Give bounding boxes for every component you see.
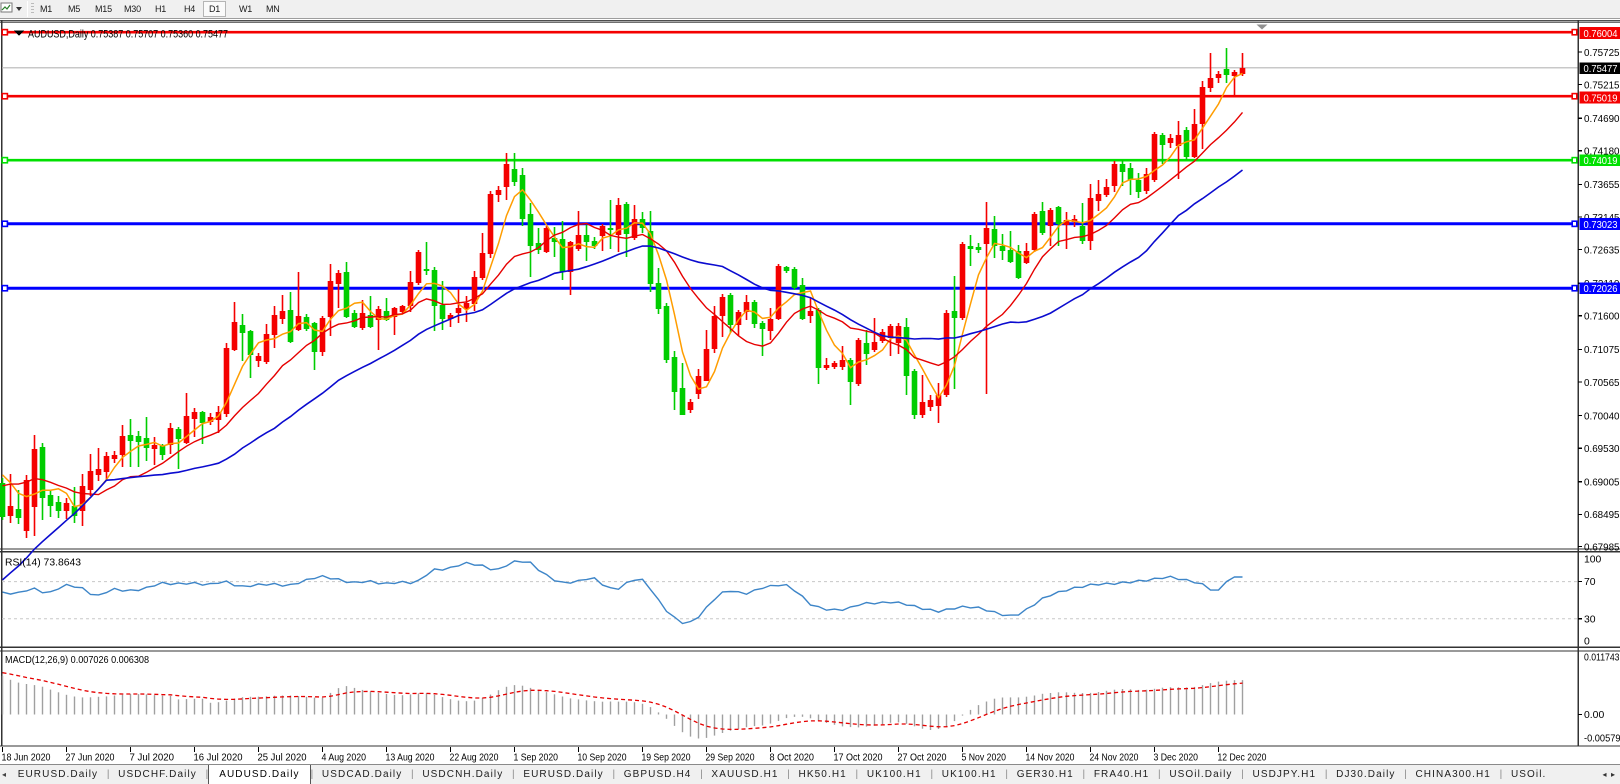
svg-text:27 Oct 2020: 27 Oct 2020	[898, 753, 947, 764]
svg-text:0.00: 0.00	[1584, 710, 1604, 721]
svg-text:0.70565: 0.70565	[1584, 378, 1620, 389]
svg-text:0.71600: 0.71600	[1584, 312, 1620, 323]
svg-text:18 Jun 2020: 18 Jun 2020	[2, 753, 51, 764]
svg-text:RSI(14) 73.8643: RSI(14) 73.8643	[5, 558, 81, 569]
svg-text:17 Oct 2020: 17 Oct 2020	[834, 753, 883, 764]
svg-text:0.74019: 0.74019	[1584, 156, 1618, 167]
svg-text:0.69005: 0.69005	[1584, 478, 1620, 489]
svg-text:1 Sep 2020: 1 Sep 2020	[514, 753, 559, 764]
svg-text:13 Aug 2020: 13 Aug 2020	[386, 753, 435, 764]
svg-text:0.73655: 0.73655	[1584, 180, 1620, 191]
svg-text:0.74690: 0.74690	[1584, 114, 1620, 125]
svg-text:0.75019: 0.75019	[1584, 93, 1618, 104]
svg-text:0.68495: 0.68495	[1584, 510, 1620, 521]
svg-text:0.011743: 0.011743	[1584, 653, 1620, 664]
svg-text:5 Nov 2020: 5 Nov 2020	[962, 753, 1007, 764]
svg-text:19 Sep 2020: 19 Sep 2020	[642, 753, 691, 764]
svg-text:MACD(12,26,9) 0.007026 0.00630: MACD(12,26,9) 0.007026 0.006308	[5, 655, 149, 666]
svg-text:0.71075: 0.71075	[1584, 345, 1620, 356]
svg-text:100: 100	[1584, 555, 1602, 566]
svg-text:0.75215: 0.75215	[1584, 80, 1620, 91]
svg-text:0.67985: 0.67985	[1584, 542, 1620, 553]
svg-text:70: 70	[1584, 577, 1596, 588]
svg-text:0.74180: 0.74180	[1584, 147, 1620, 158]
svg-text:30: 30	[1584, 614, 1596, 625]
svg-text:0.76004: 0.76004	[1584, 29, 1618, 40]
svg-text:24 Nov 2020: 24 Nov 2020	[1090, 753, 1139, 764]
svg-text:14 Nov 2020: 14 Nov 2020	[1026, 753, 1075, 764]
svg-text:0.75725: 0.75725	[1584, 48, 1620, 59]
svg-text:10 Sep 2020: 10 Sep 2020	[578, 753, 627, 764]
svg-text:AUDUSD,Daily 0.75387 0.75707: AUDUSD,Daily 0.75387 0.75707 0.75360 0.7…	[28, 29, 228, 41]
svg-text:27 Jun 2020: 27 Jun 2020	[66, 753, 115, 764]
svg-text:8 Oct 2020: 8 Oct 2020	[770, 753, 815, 764]
svg-text:7 Jul 2020: 7 Jul 2020	[130, 753, 175, 764]
svg-text:16 Jul 2020: 16 Jul 2020	[194, 753, 243, 764]
svg-text:29 Sep 2020: 29 Sep 2020	[706, 753, 755, 764]
svg-text:0.75477: 0.75477	[1584, 64, 1618, 75]
svg-text:0.70040: 0.70040	[1584, 411, 1620, 422]
svg-text:25 Jul 2020: 25 Jul 2020	[258, 753, 307, 764]
svg-text:4 Aug 2020: 4 Aug 2020	[322, 753, 367, 764]
svg-text:0.73023: 0.73023	[1584, 220, 1618, 231]
svg-text:3 Dec 2020: 3 Dec 2020	[1154, 753, 1199, 764]
svg-text:0: 0	[1584, 637, 1590, 648]
svg-text:12 Dec 2020: 12 Dec 2020	[1218, 753, 1267, 764]
svg-text:0.72635: 0.72635	[1584, 245, 1620, 256]
svg-text:-0.00579: -0.00579	[1584, 734, 1620, 745]
svg-text:22 Aug 2020: 22 Aug 2020	[450, 753, 499, 764]
svg-text:0.72026: 0.72026	[1584, 284, 1618, 295]
svg-text:0.69530: 0.69530	[1584, 444, 1620, 455]
